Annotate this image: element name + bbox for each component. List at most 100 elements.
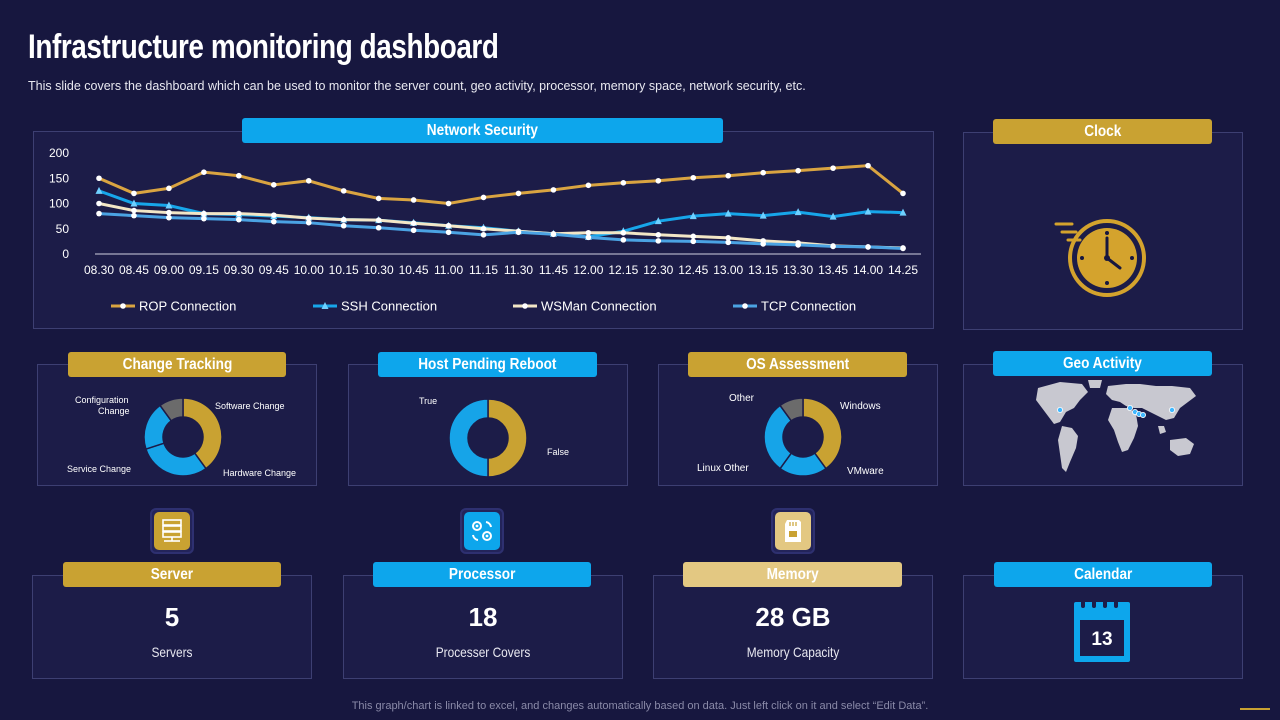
data-point [130,199,138,207]
data-point [201,215,207,222]
network-security-chart[interactable]: 0 50 100 150 200 08.30 08.45 09.00 09.15 09.30 09.… [33,131,934,329]
series-line-2 [98,202,904,250]
os-linux-label: Linux Other [697,463,749,474]
x-tick-label: 12.30 [643,263,673,277]
data-point [759,211,767,219]
data-point [201,210,207,217]
series-line-3 [98,212,904,250]
data-point [620,179,627,186]
server-panel: 5 Servers [32,575,312,679]
calendar-icon [1074,598,1130,662]
x-tick-label: 08.30 [84,263,114,277]
data-point [445,229,452,236]
legend-label: TCP Connection [761,299,856,314]
data-point [864,207,872,215]
os-assessment-donut[interactable] [758,392,848,482]
data-point [690,238,697,245]
calendar-header: Calendar [994,562,1212,587]
geo-activity-panel [963,364,1243,486]
data-point [654,217,662,225]
data-point [655,238,662,244]
data-point [829,212,837,220]
server-header: Server [63,562,281,587]
server-caption: Servers [151,644,193,660]
data-point [760,241,766,247]
data-point [480,232,487,238]
data-point [690,233,697,240]
data-point [166,214,172,221]
data-point [305,177,312,184]
x-tick-label: 14.00 [853,263,883,277]
donut-slice[interactable] [144,442,207,477]
footer-note: This graph/chart is linked to excel, and… [351,700,929,712]
data-point [165,201,173,209]
x-tick-label: 13.00 [713,263,743,277]
data-point [96,175,102,182]
x-tick-label: 09.30 [224,263,254,277]
data-point [655,177,662,184]
processor-header: Processor [373,562,591,587]
server-icon-box [150,508,194,554]
data-point [655,232,662,238]
y-tick-label: 0 [62,247,69,261]
x-tick-label: 12.15 [608,263,638,277]
data-point [270,218,277,225]
x-tick-label: 08.45 [119,263,149,277]
donut-slice[interactable] [802,397,843,470]
data-point [795,242,801,248]
server-count: 5 [164,602,180,632]
x-tick-label: 11.30 [504,263,533,277]
legend-marker [522,303,528,309]
page-title: Infrastructure monitoring dashboard [28,28,499,66]
y-tick-label: 200 [49,146,69,160]
data-point [620,229,627,236]
ct-config-label: Configuration Change [74,395,130,416]
data-point [375,195,382,202]
x-tick-label: 12.45 [678,263,708,277]
data-point [166,209,172,216]
donut-slice[interactable] [159,397,184,422]
data-point [131,190,137,197]
x-tick-label: 09.00 [154,263,184,277]
change-tracking-donut[interactable] [138,392,228,482]
x-tick-label: 10.00 [294,263,324,277]
data-point [95,186,103,194]
memory-icon-box [771,508,815,554]
ct-service-label: Service Change [67,464,132,474]
data-point [236,216,242,223]
x-tick-label: 11.00 [434,263,463,277]
geo-activity-header: Geo Activity [993,351,1212,376]
os-other-label: Other [729,393,755,404]
donut-slice[interactable] [487,398,528,478]
server-icon [162,519,182,542]
data-point [620,237,627,243]
processor-icon-box [460,508,504,554]
data-point [725,172,732,179]
data-point [830,165,836,171]
data-point [585,234,592,241]
data-point [865,162,871,169]
x-tick-label: 13.45 [818,263,848,277]
x-tick-label: 13.30 [783,263,813,277]
data-point [550,231,557,238]
data-point [725,239,732,246]
x-tick-label: 09.45 [259,263,289,277]
donut-slice[interactable] [182,397,223,470]
data-point [131,207,137,214]
clock-header: Clock [993,119,1212,144]
data-point [480,194,487,201]
change-tracking-header: Change Tracking [68,352,286,377]
data-point [585,229,592,236]
data-point [236,210,242,217]
data-point [690,174,697,181]
host-pending-reboot-donut[interactable] [443,393,533,483]
corner-accent-line [1240,708,1270,710]
data-point [795,167,801,174]
donut-slice[interactable] [779,397,804,422]
hpr-false-label: False [547,447,570,457]
data-point [340,216,347,223]
x-tick-label: 13.15 [748,263,778,277]
donut-slice[interactable] [448,398,489,478]
data-point [445,200,452,207]
world-map-image[interactable] [1030,378,1200,478]
